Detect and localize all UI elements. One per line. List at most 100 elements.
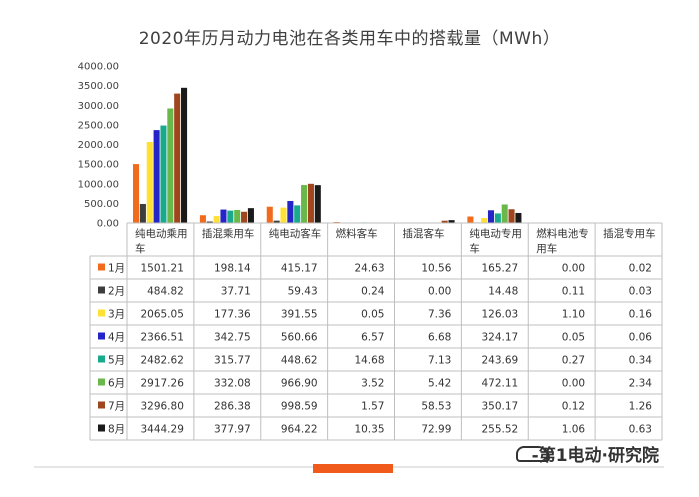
legend-swatch-8月	[98, 424, 105, 432]
bar-8月-插混乘用车	[247, 208, 254, 223]
bar-6月-纯电动专用车	[501, 204, 508, 223]
table-cell: 10.56	[421, 263, 451, 275]
y-tick-label: 4000.00	[78, 62, 119, 73]
table-cell: 7.36	[428, 309, 452, 321]
table-cell: 3.52	[361, 378, 384, 390]
series-label: 7月	[108, 401, 125, 413]
y-tick-label: 1500.00	[78, 160, 119, 171]
table-cell: 964.22	[281, 424, 318, 436]
bar-1月-纯电动专用车	[467, 216, 474, 223]
table-cell: 2482.62	[140, 355, 183, 367]
bar-5月-纯电动客车	[294, 205, 301, 223]
table-cell: 6.68	[428, 332, 451, 344]
table-cell: 391.55	[281, 309, 318, 321]
table-cell: 58.53	[421, 401, 451, 413]
table-cell: 332.08	[214, 378, 251, 390]
table-cell: 350.17	[482, 401, 519, 413]
category-label: 纯电动专用车	[469, 227, 522, 255]
table-cell: 72.99	[421, 424, 451, 436]
category-label: 插混乘用车	[202, 227, 255, 240]
table-cell: 0.03	[629, 286, 652, 298]
legend-swatch-3月	[98, 309, 105, 317]
table-cell: 5.42	[428, 378, 451, 390]
table-cell: 2917.26	[140, 378, 184, 390]
bar-3月-纯电动乘用车	[146, 141, 153, 223]
table-cell: 10.35	[354, 424, 384, 436]
bar-4月-纯电动客车	[287, 200, 294, 223]
table-cell: 0.05	[361, 309, 384, 321]
table-cell: 198.14	[214, 263, 251, 275]
table-cell: 0.34	[629, 355, 653, 367]
category-label: 纯电动客车	[269, 227, 322, 240]
table-cell: 3444.29	[140, 424, 183, 436]
table-cell: 0.02	[629, 263, 652, 275]
footer-accent-bar	[313, 464, 393, 473]
category-label: 燃料客车	[336, 227, 378, 240]
table-cell: 243.69	[482, 355, 519, 367]
legend-swatch-6月	[98, 378, 105, 386]
bar-5月-插混乘用车	[227, 210, 234, 223]
y-tick-label: 3000.00	[78, 101, 119, 112]
table-cell: 37.71	[221, 286, 251, 298]
bar-2月-纯电动乘用车	[139, 203, 146, 223]
bar-6月-纯电动乘用车	[167, 108, 174, 223]
table-cell: 2.34	[629, 378, 653, 390]
series-label: 3月	[108, 309, 125, 321]
table-cell: 560.66	[281, 332, 318, 344]
footer-brand: -第1电动·研究院	[531, 446, 659, 466]
y-tick-label: 1000.00	[78, 179, 119, 190]
bar-7月-插混客车	[441, 220, 448, 223]
table-cell: 0.06	[629, 332, 653, 344]
y-tick-label: 2000.00	[78, 140, 119, 151]
table-cell: 377.97	[214, 424, 251, 436]
table-cell: 14.48	[488, 286, 518, 298]
table-cell: 126.03	[482, 309, 519, 321]
table-cell: 2366.51	[140, 332, 183, 344]
table-cell: 0.16	[629, 309, 653, 321]
series-label: 5月	[108, 355, 125, 367]
series-label: 2月	[108, 286, 125, 298]
table-cell: 14.68	[354, 355, 384, 367]
bar-3月-纯电动专用车	[481, 218, 488, 223]
table-cell: 966.90	[281, 378, 318, 390]
table-cell: 1.10	[562, 309, 585, 321]
bar-8月-纯电动客车	[314, 185, 321, 223]
table-cell: 448.62	[281, 355, 318, 367]
table-cell: 0.00	[428, 286, 451, 298]
legend-swatch-2月	[98, 286, 105, 294]
table-cell: 165.27	[482, 263, 519, 275]
legend-swatch-1月	[98, 263, 105, 271]
y-tick-label: 2500.00	[78, 120, 119, 131]
table-cell: 0.05	[562, 332, 585, 344]
car-logo-icon	[516, 446, 550, 462]
table-cell: 59.43	[288, 286, 318, 298]
y-tick-label: 500.00	[84, 199, 119, 210]
table-cell: 472.11	[482, 378, 519, 390]
legend-swatch-5月	[98, 355, 105, 363]
category-label: 纯电动乘用车	[135, 227, 188, 255]
series-label: 6月	[108, 378, 125, 390]
category-label: 插混专用车	[603, 227, 656, 240]
series-label: 4月	[108, 332, 125, 344]
bar-4月-插混乘用车	[220, 209, 227, 223]
table-cell: 1.26	[629, 401, 653, 413]
series-label: 8月	[108, 424, 125, 436]
y-tick-label: 3500.00	[78, 81, 119, 92]
table-cell: 286.38	[214, 401, 251, 413]
bar-6月-纯电动客车	[301, 185, 308, 223]
y-tick-label: 0.00	[97, 219, 119, 230]
table-cell: 2065.05	[140, 309, 183, 321]
table-cell: 24.63	[354, 263, 384, 275]
bar-6月-插混乘用车	[234, 209, 241, 223]
bar-1月-插混乘用车	[199, 215, 206, 223]
table-cell: 3296.80	[140, 401, 183, 413]
table-cell: 0.24	[361, 286, 385, 298]
table-cell: 0.12	[562, 401, 585, 413]
bar-1月-纯电动客车	[266, 206, 273, 223]
bar-1月-纯电动乘用车	[133, 164, 140, 223]
category-label: 插混客车	[403, 227, 445, 240]
table-cell: 0.00	[562, 263, 585, 275]
table-cell: 415.17	[281, 263, 318, 275]
table-cell: 484.82	[147, 286, 184, 298]
bar-3月-插混乘用车	[213, 216, 220, 223]
